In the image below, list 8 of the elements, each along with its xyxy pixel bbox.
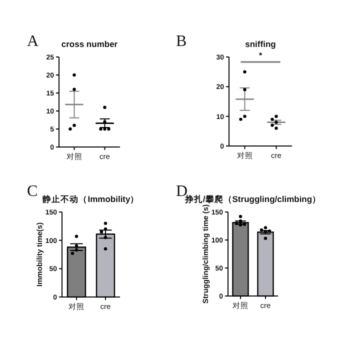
chart-title: cross number bbox=[61, 39, 118, 49]
text: B bbox=[176, 33, 187, 50]
annotation: * bbox=[258, 51, 263, 60]
text: C bbox=[27, 183, 38, 200]
chart-title: 挣扎/攀爬（Struggling/climbing） bbox=[184, 194, 322, 204]
chart-title: 静止不动（Immobility） bbox=[42, 194, 140, 204]
text: A bbox=[27, 33, 39, 50]
chart-title: sniffing bbox=[245, 39, 276, 49]
